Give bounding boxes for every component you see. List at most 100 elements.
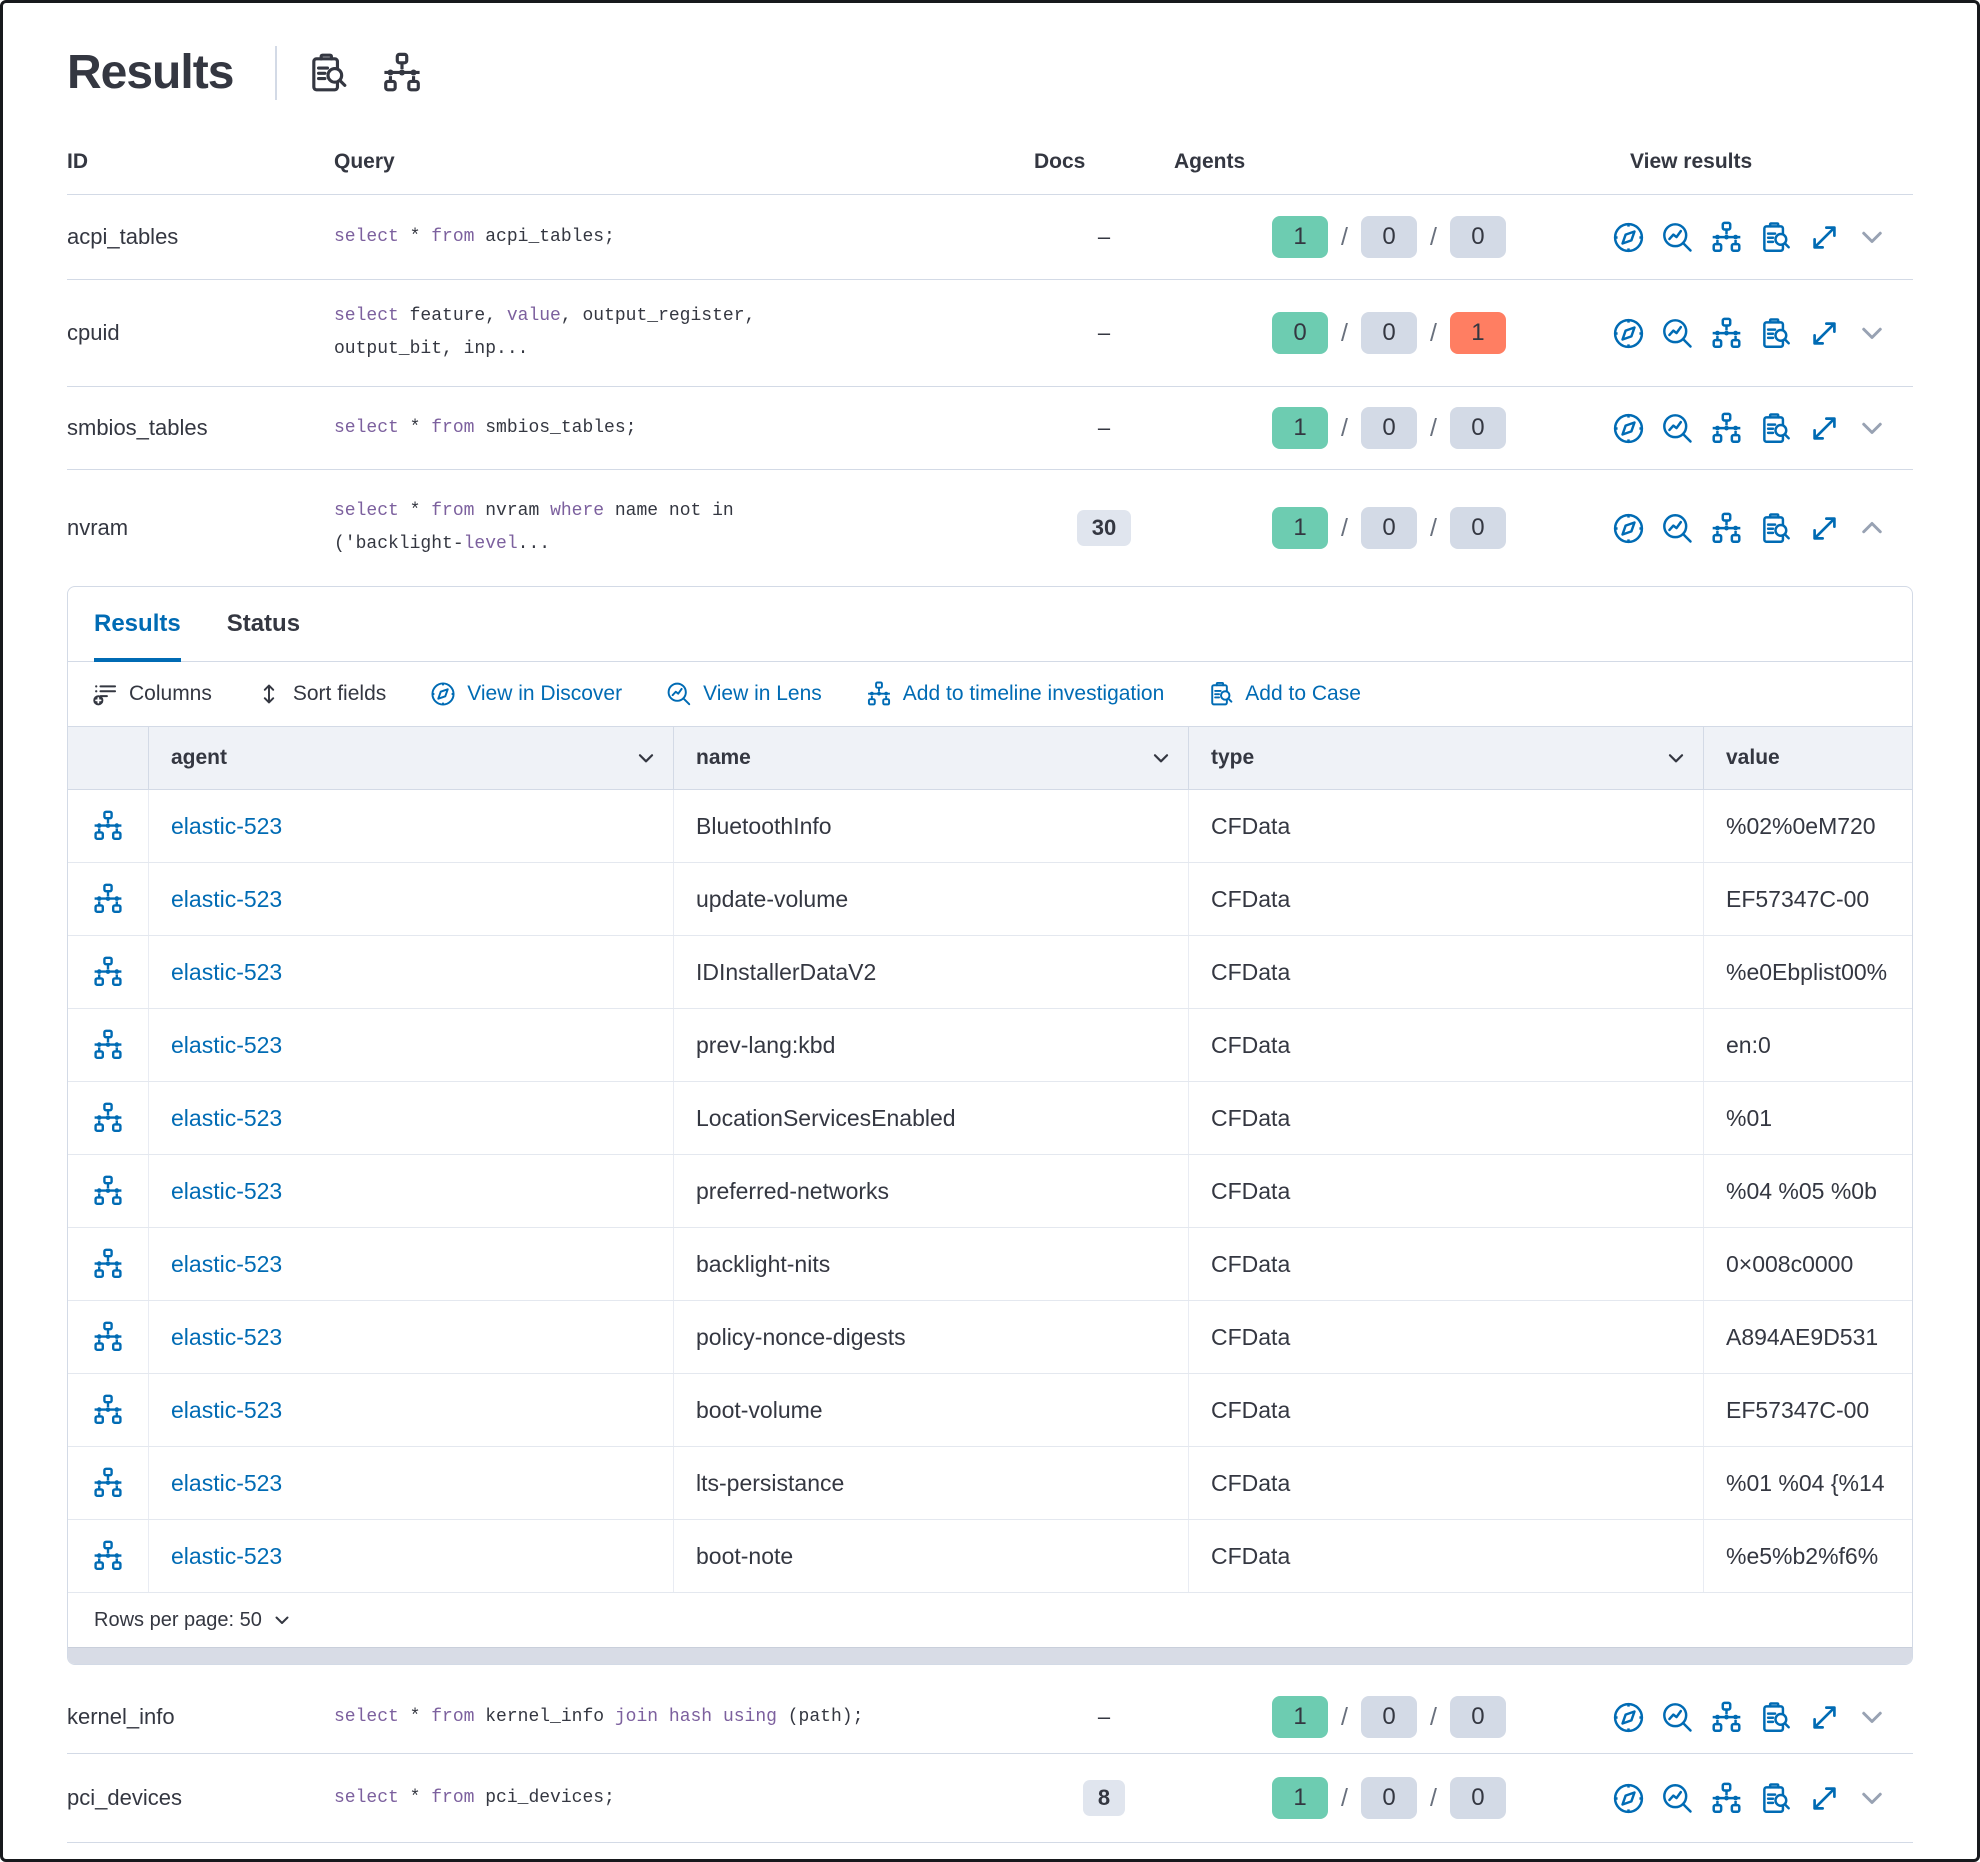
- timeline-icon[interactable]: [92, 1467, 124, 1499]
- timeline-icon[interactable]: [92, 956, 124, 988]
- lens-icon[interactable]: [1661, 412, 1694, 445]
- type-cell: CFData: [1189, 1155, 1704, 1227]
- expand-icon[interactable]: [1808, 221, 1841, 254]
- tab-status[interactable]: Status: [227, 587, 300, 661]
- query-id: pci_devices: [67, 1785, 182, 1810]
- query-id: kernel_info: [67, 1704, 175, 1729]
- docs-count-badge: 8: [1082, 1780, 1126, 1816]
- view-in-discover-button[interactable]: View in Discover: [430, 681, 622, 707]
- timeline-icon[interactable]: [1710, 412, 1743, 445]
- expand-icon[interactable]: [1808, 412, 1841, 445]
- timeline-icon[interactable]: [92, 1248, 124, 1280]
- discover-icon[interactable]: [1612, 1782, 1645, 1815]
- docs-value: –: [1097, 1704, 1111, 1729]
- grid-header-agent[interactable]: agent: [149, 727, 674, 789]
- chevron-down-icon: [1150, 747, 1172, 769]
- agent-link[interactable]: elastic-523: [171, 1323, 283, 1350]
- agent-link[interactable]: elastic-523: [171, 958, 283, 985]
- chevron-down-icon[interactable]: [1857, 318, 1887, 348]
- docs-count-badge: 30: [1076, 510, 1132, 546]
- timeline-icon[interactable]: [92, 1175, 124, 1207]
- timeline-icon[interactable]: [1710, 317, 1743, 350]
- agents-pending-badge: 0: [1361, 507, 1417, 549]
- agent-link[interactable]: elastic-523: [171, 885, 283, 912]
- case-icon[interactable]: [1759, 1701, 1792, 1734]
- name-cell: IDInstallerDataV2: [674, 936, 1189, 1008]
- view-results-actions: [1604, 512, 1913, 545]
- lens-icon[interactable]: [1661, 1701, 1694, 1734]
- agent-link[interactable]: elastic-523: [171, 1469, 283, 1496]
- page-header: Results: [3, 3, 1977, 100]
- agent-link[interactable]: elastic-523: [171, 1031, 283, 1058]
- lens-icon[interactable]: [1661, 317, 1694, 350]
- expand-icon[interactable]: [1808, 512, 1841, 545]
- timeline-icon[interactable]: [1710, 1782, 1743, 1815]
- agent-link[interactable]: elastic-523: [171, 1104, 283, 1131]
- inspect-icon[interactable]: [307, 52, 349, 94]
- name-cell: boot-note: [674, 1520, 1189, 1592]
- lens-icon[interactable]: [1661, 1782, 1694, 1815]
- timeline-icon[interactable]: [92, 1394, 124, 1426]
- type-cell: CFData: [1189, 1520, 1704, 1592]
- query-row-pci-devices: pci_devices select * from pci_devices; 8…: [67, 1754, 1913, 1843]
- expand-icon[interactable]: [1808, 317, 1841, 350]
- discover-icon[interactable]: [1612, 1701, 1645, 1734]
- agents-success-badge: 1: [1272, 1696, 1329, 1738]
- timeline-icon[interactable]: [92, 1321, 124, 1353]
- timeline-icon[interactable]: [1710, 1701, 1743, 1734]
- chevron-up-icon[interactable]: [1857, 513, 1887, 543]
- discover-icon[interactable]: [1612, 221, 1645, 254]
- sort-fields-button[interactable]: Sort fields: [256, 681, 386, 707]
- timeline-icon[interactable]: [92, 1029, 124, 1061]
- expand-icon[interactable]: [1808, 1782, 1841, 1815]
- agents-cell: 1 / 0 / 0: [1174, 407, 1604, 449]
- chevron-down-icon[interactable]: [1857, 1702, 1887, 1732]
- discover-icon[interactable]: [1612, 412, 1645, 445]
- agents-cell: 1 / 0 / 0: [1174, 1777, 1604, 1819]
- discover-icon[interactable]: [1612, 317, 1645, 350]
- agents-success-badge: 1: [1272, 507, 1329, 549]
- chevron-down-icon[interactable]: [1857, 1783, 1887, 1813]
- agent-link[interactable]: elastic-523: [171, 1396, 283, 1423]
- grid-header-name[interactable]: name: [674, 727, 1189, 789]
- case-icon[interactable]: [1759, 412, 1792, 445]
- case-icon[interactable]: [1759, 221, 1792, 254]
- case-icon[interactable]: [1759, 512, 1792, 545]
- chevron-down-icon[interactable]: [1857, 413, 1887, 443]
- timeline-icon[interactable]: [92, 1102, 124, 1134]
- case-icon[interactable]: [1759, 317, 1792, 350]
- agents-success-badge: 1: [1272, 216, 1329, 258]
- tab-results[interactable]: Results: [94, 587, 181, 662]
- timeline-icon[interactable]: [1710, 221, 1743, 254]
- rows-per-page-control[interactable]: Rows per page: 50: [68, 1593, 1912, 1647]
- view-in-lens-button[interactable]: View in Lens: [666, 681, 822, 707]
- lens-icon[interactable]: [1661, 512, 1694, 545]
- agent-link[interactable]: elastic-523: [171, 1177, 283, 1204]
- lens-icon[interactable]: [1661, 221, 1694, 254]
- discover-icon[interactable]: [1612, 512, 1645, 545]
- add-to-timeline-button[interactable]: Add to timeline investigation: [866, 681, 1164, 707]
- node-tree-icon[interactable]: [381, 52, 423, 94]
- value-cell: EF57347C-00: [1726, 1396, 1870, 1423]
- expand-icon[interactable]: [1808, 1701, 1841, 1734]
- agents-failed-badge: 0: [1449, 1777, 1506, 1819]
- query-id: smbios_tables: [67, 415, 208, 440]
- table-row: elastic-523 LocationServicesEnabled CFDa…: [68, 1082, 1912, 1155]
- type-cell: CFData: [1189, 1228, 1704, 1300]
- agent-link[interactable]: elastic-523: [171, 1542, 283, 1569]
- horizontal-scrollbar[interactable]: [68, 1647, 1912, 1664]
- timeline-icon[interactable]: [92, 1540, 124, 1572]
- timeline-icon[interactable]: [92, 810, 124, 842]
- timeline-icon[interactable]: [92, 883, 124, 915]
- name-cell: LocationServicesEnabled: [674, 1082, 1189, 1154]
- agent-link[interactable]: elastic-523: [171, 812, 283, 839]
- add-to-case-button[interactable]: Add to Case: [1208, 681, 1361, 707]
- agent-link[interactable]: elastic-523: [171, 1250, 283, 1277]
- grid-header-type[interactable]: type: [1189, 727, 1704, 789]
- type-cell: CFData: [1189, 863, 1704, 935]
- case-icon[interactable]: [1759, 1782, 1792, 1815]
- columns-button[interactable]: Columns: [92, 681, 212, 707]
- chevron-down-icon[interactable]: [1857, 222, 1887, 252]
- grid-header-value[interactable]: value: [1726, 746, 1780, 769]
- timeline-icon[interactable]: [1710, 512, 1743, 545]
